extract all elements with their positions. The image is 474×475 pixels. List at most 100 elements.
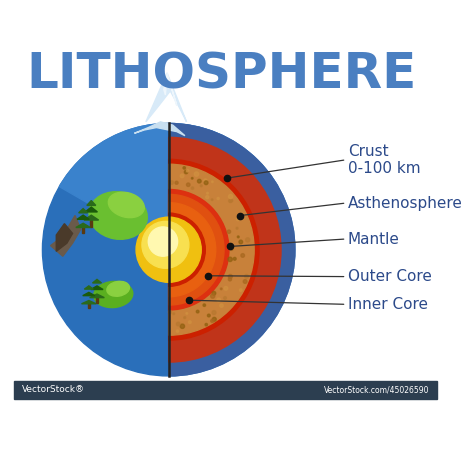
Circle shape	[186, 183, 190, 187]
Polygon shape	[85, 207, 97, 212]
Circle shape	[230, 200, 233, 202]
Circle shape	[180, 324, 184, 328]
Circle shape	[212, 311, 216, 314]
Circle shape	[191, 178, 193, 179]
Polygon shape	[87, 200, 96, 205]
Polygon shape	[51, 216, 81, 256]
Circle shape	[191, 187, 194, 190]
Text: VectorStock.com/45026590: VectorStock.com/45026590	[324, 385, 429, 394]
Circle shape	[186, 170, 189, 172]
Circle shape	[184, 317, 186, 319]
Circle shape	[217, 198, 219, 200]
Wedge shape	[169, 194, 224, 305]
Polygon shape	[84, 286, 93, 289]
Circle shape	[208, 314, 210, 317]
Circle shape	[136, 217, 201, 282]
Circle shape	[205, 323, 208, 326]
Polygon shape	[88, 304, 90, 308]
Circle shape	[175, 181, 178, 184]
Bar	[14, 381, 438, 399]
Circle shape	[207, 192, 209, 194]
Text: Mantle: Mantle	[348, 232, 400, 247]
Circle shape	[227, 230, 231, 233]
Circle shape	[203, 304, 206, 306]
Circle shape	[220, 288, 222, 290]
Circle shape	[183, 167, 185, 169]
Polygon shape	[91, 219, 92, 227]
Circle shape	[142, 221, 189, 268]
Circle shape	[198, 179, 201, 183]
Text: Crust
0-100 km: Crust 0-100 km	[348, 144, 420, 176]
Circle shape	[237, 218, 240, 221]
Wedge shape	[169, 213, 205, 286]
Wedge shape	[169, 190, 229, 310]
Circle shape	[196, 310, 199, 313]
Circle shape	[220, 304, 223, 307]
Polygon shape	[76, 223, 91, 228]
Circle shape	[212, 291, 216, 295]
Polygon shape	[164, 73, 177, 105]
Circle shape	[194, 172, 199, 176]
Wedge shape	[59, 124, 278, 250]
Circle shape	[228, 278, 232, 281]
Circle shape	[204, 179, 207, 182]
Text: Asthenosphere: Asthenosphere	[348, 196, 463, 211]
Text: Outer Core: Outer Core	[348, 269, 432, 284]
Polygon shape	[83, 293, 95, 295]
Circle shape	[224, 296, 227, 299]
Circle shape	[237, 236, 239, 238]
Polygon shape	[146, 73, 187, 122]
Circle shape	[204, 181, 208, 185]
Wedge shape	[169, 124, 295, 376]
Circle shape	[245, 275, 248, 278]
Circle shape	[173, 313, 174, 314]
Circle shape	[217, 298, 220, 302]
Circle shape	[233, 257, 236, 260]
Circle shape	[236, 227, 238, 229]
Ellipse shape	[107, 281, 129, 296]
Polygon shape	[79, 209, 88, 213]
Circle shape	[168, 311, 172, 314]
Polygon shape	[92, 279, 101, 283]
Ellipse shape	[109, 192, 144, 218]
Circle shape	[43, 124, 295, 376]
Polygon shape	[90, 294, 104, 298]
Circle shape	[210, 294, 215, 298]
Circle shape	[228, 257, 232, 262]
Polygon shape	[135, 122, 185, 136]
Polygon shape	[82, 227, 84, 233]
Circle shape	[201, 185, 202, 187]
Circle shape	[228, 199, 232, 202]
Circle shape	[148, 227, 178, 256]
Wedge shape	[169, 137, 281, 362]
Circle shape	[170, 181, 173, 184]
Polygon shape	[77, 215, 89, 219]
Polygon shape	[84, 215, 99, 220]
Wedge shape	[169, 203, 216, 297]
Circle shape	[176, 330, 179, 332]
Circle shape	[184, 170, 188, 174]
Circle shape	[228, 275, 232, 278]
Circle shape	[211, 181, 213, 182]
Polygon shape	[82, 301, 96, 304]
Polygon shape	[96, 297, 98, 303]
Circle shape	[212, 317, 216, 321]
Text: LITHOSPHERE: LITHOSPHERE	[27, 51, 417, 99]
Circle shape	[224, 286, 228, 290]
Circle shape	[239, 240, 243, 244]
Circle shape	[246, 238, 250, 242]
Circle shape	[230, 248, 233, 250]
Polygon shape	[56, 224, 73, 251]
Circle shape	[186, 313, 188, 314]
Circle shape	[243, 280, 247, 284]
Circle shape	[239, 289, 242, 291]
Circle shape	[211, 199, 213, 200]
Circle shape	[176, 322, 180, 326]
Wedge shape	[169, 159, 259, 340]
Wedge shape	[169, 164, 254, 335]
Text: VectorStock®: VectorStock®	[22, 385, 85, 394]
Circle shape	[237, 217, 240, 220]
Ellipse shape	[89, 192, 147, 239]
Circle shape	[189, 321, 191, 323]
Circle shape	[241, 254, 245, 257]
